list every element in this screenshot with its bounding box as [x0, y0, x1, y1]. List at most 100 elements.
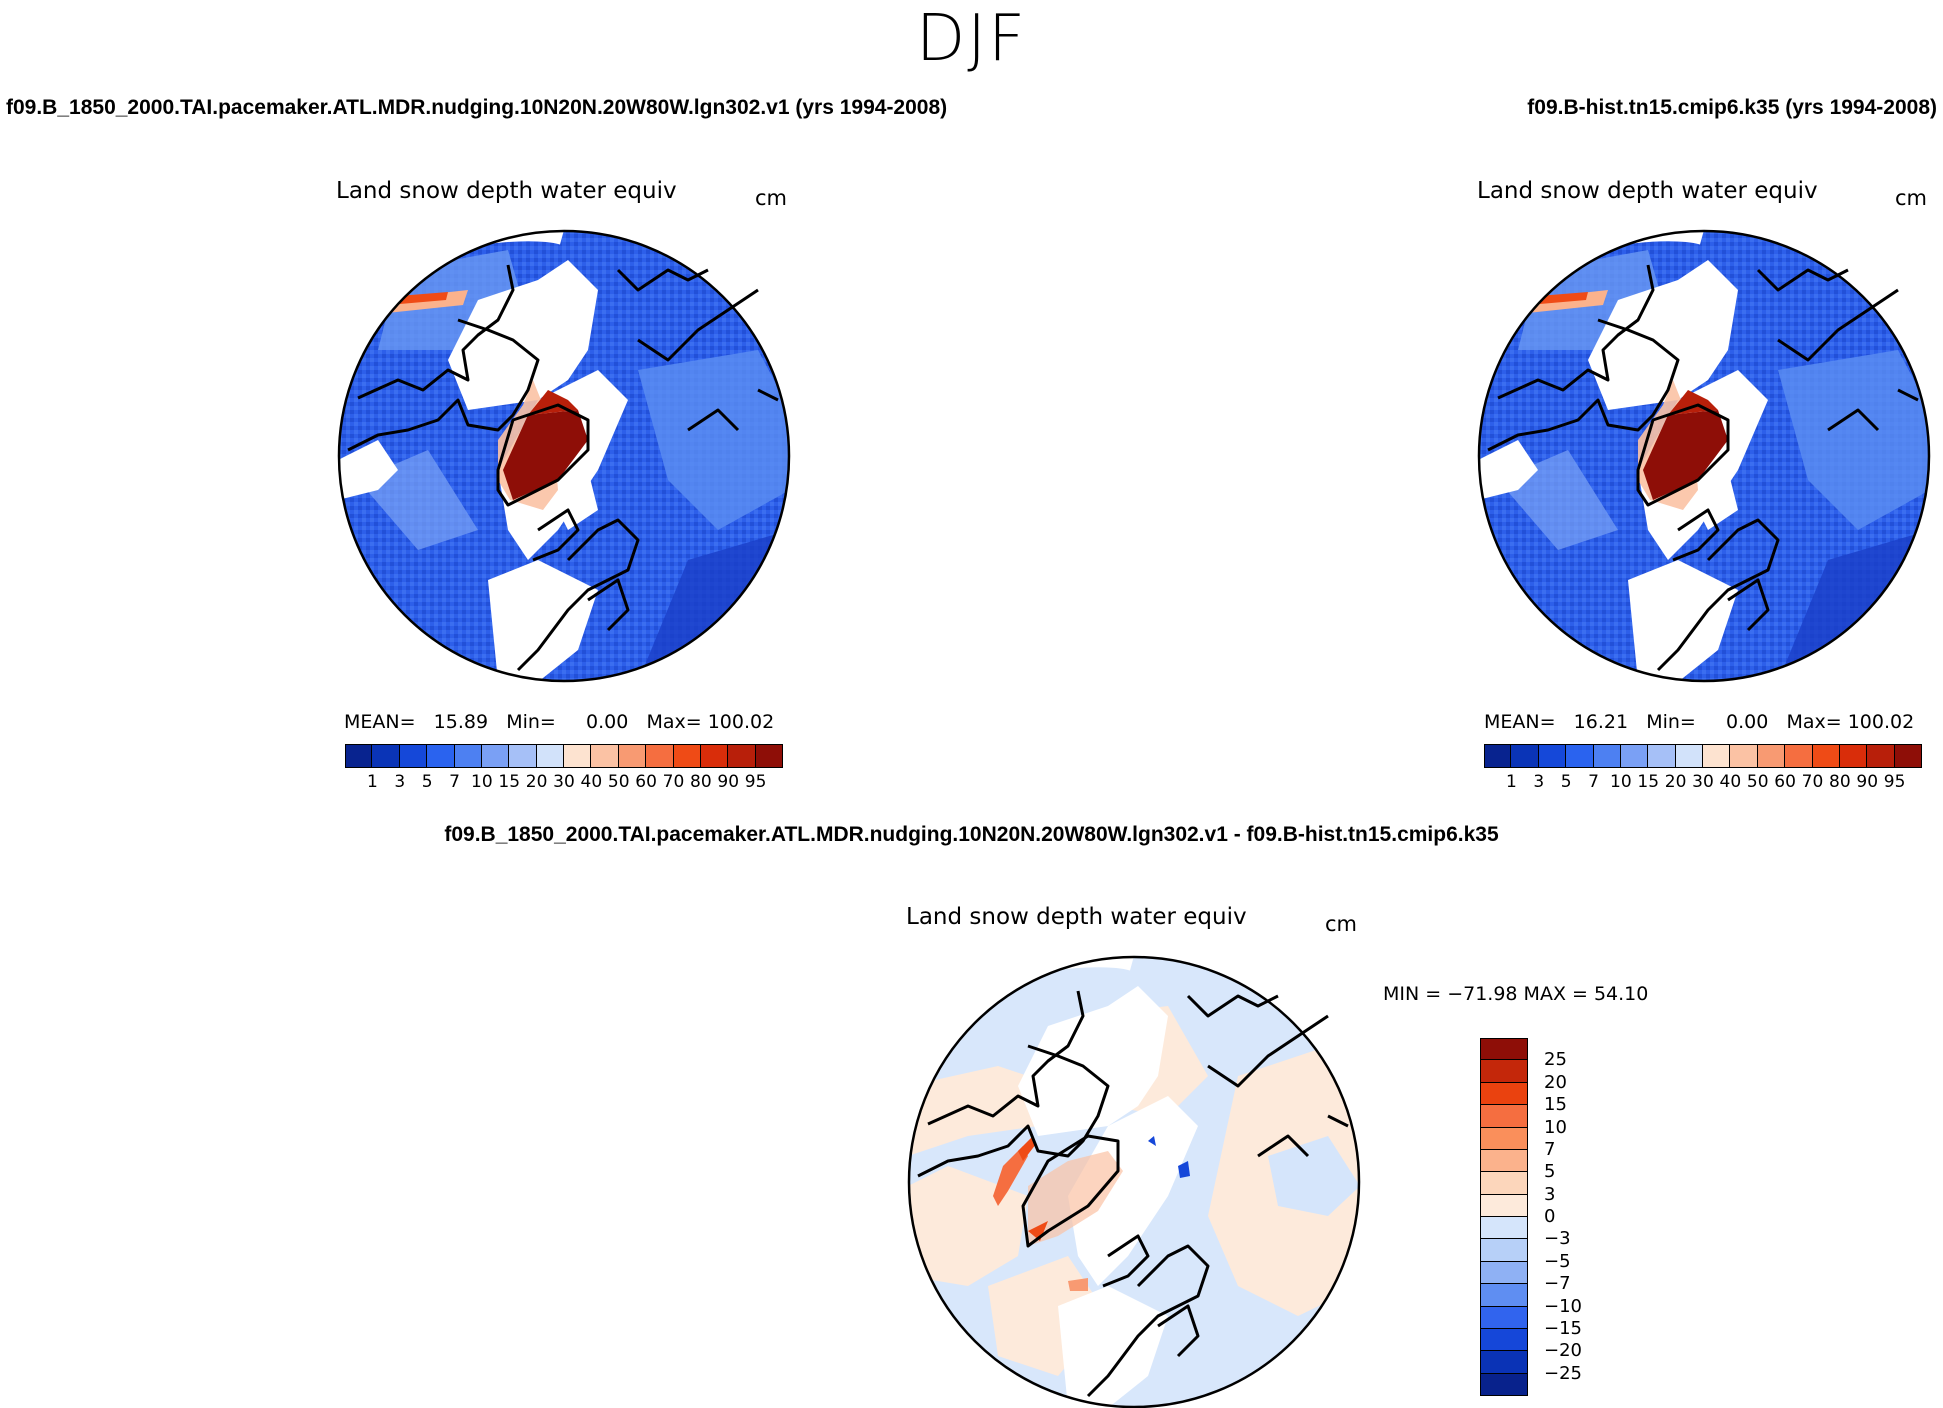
colorbar-swatch [564, 744, 592, 768]
colorbar-swatch [591, 744, 619, 768]
colorbar-swatch [618, 744, 647, 768]
diff-run-title: f09.B_1850_2000.TAI.pacemaker.ATL.MDR.nu… [444, 823, 1499, 846]
colorbar-tick-label: 7 [1588, 772, 1599, 792]
min-label: Min= [1646, 711, 1696, 733]
colorbar-tick-label: 5 [1544, 1161, 1556, 1183]
colorbar-tick-label: 15 [1544, 1094, 1567, 1116]
colorbar-swatch [646, 744, 674, 768]
colorbar-swatch [1839, 744, 1868, 768]
right-plot-title: Land snow depth water equiv [1477, 178, 1818, 204]
colorbar-swatch [1480, 1060, 1528, 1083]
colorbar-tick-label: −20 [1544, 1340, 1582, 1362]
colorbar-tick-label: 10 [1610, 772, 1632, 792]
colorbar-tick-label: 3 [1544, 1183, 1556, 1205]
colorbar-swatch [1480, 1306, 1528, 1329]
right-polar-map [1477, 229, 1931, 683]
right-colorbar [1484, 744, 1922, 768]
colorbar-tick-label: −10 [1544, 1295, 1582, 1317]
coastlines [347, 264, 779, 672]
colorbar-tick-label: 30 [553, 772, 575, 792]
colorbar-tick-label: 70 [662, 772, 685, 792]
colorbar-swatch [1480, 1261, 1528, 1285]
colorbar-tick-label: 5 [421, 772, 433, 792]
mean-value: 15.89 [433, 711, 489, 733]
colorbar-swatch [1620, 744, 1649, 768]
right-units: cm [1895, 186, 1928, 210]
left-run-title: f09.B_1850_2000.TAI.pacemaker.ATL.MDR.nu… [6, 96, 948, 119]
left-colorbar-labels: 1 3 5 7 10 15 20 30 40 50 60 70 80 90 95 [345, 772, 783, 794]
colorbar-tick-label: 5 [1560, 772, 1572, 792]
colorbar-tick-label: 7 [1544, 1138, 1556, 1160]
colorbar-tick-label: 90 [1856, 772, 1879, 792]
colorbar-swatch [427, 744, 455, 768]
arctic-ocean [1588, 260, 1738, 410]
colorbar-tick-label: 95 [744, 772, 767, 792]
colorbar-swatch [399, 744, 428, 768]
colorbar-swatch [700, 744, 729, 768]
map-border [337, 229, 791, 683]
colorbar-tick-label: 15 [1637, 772, 1660, 792]
colorbar-swatch [345, 744, 373, 768]
colorbar-swatch [481, 744, 510, 768]
colorbar-swatch [1538, 744, 1567, 768]
colorbar-tick-label: 10 [1544, 1116, 1567, 1138]
diff-plot-title: Land snow depth water equiv [906, 904, 1247, 930]
colorbar-swatch [1480, 1194, 1528, 1217]
colorbar-swatch [1480, 1217, 1528, 1240]
right-colorbar-labels: 1 3 5 7 10 15 20 30 40 50 60 70 80 90 95 [1484, 772, 1922, 794]
colorbar-tick-label: 50 [607, 772, 630, 792]
colorbar-swatch [1894, 744, 1922, 768]
colorbar-swatch [536, 744, 564, 768]
colorbar-tick-label: 40 [1719, 772, 1742, 792]
colorbar-swatch [673, 744, 701, 768]
coastlines [1487, 264, 1919, 672]
colorbar-swatch [1867, 744, 1895, 768]
colorbar-swatch [1812, 744, 1840, 768]
colorbar-tick-label: 50 [1746, 772, 1769, 792]
colorbar-tick-label: −7 [1544, 1273, 1571, 1295]
colorbar-tick-label: 20 [525, 772, 548, 792]
colorbar-tick-label: −5 [1544, 1250, 1571, 1272]
min-value: 0.00 [1726, 711, 1769, 733]
colorbar-swatch [755, 744, 783, 768]
diff-units: cm [1325, 912, 1358, 936]
colorbar-swatch [1480, 1351, 1528, 1374]
right-stats: MEAN= 16.21 Min= 0.00 Max= 100.02 [1484, 711, 1914, 733]
colorbar-swatch [1480, 1082, 1528, 1106]
colorbar-swatch [1480, 1373, 1528, 1396]
min-value: 0.00 [586, 711, 629, 733]
mean-label: MEAN= [1484, 711, 1556, 733]
colorbar-swatch [1480, 1239, 1528, 1262]
colorbar-swatch [1480, 1038, 1528, 1061]
colorbar-swatch [1480, 1172, 1528, 1195]
colorbar-tick-label: 7 [449, 772, 460, 792]
colorbar-tick-label: 20 [1544, 1071, 1567, 1093]
colorbar-tick-label: 80 [690, 772, 712, 792]
colorbar-tick-label: 1 [1505, 772, 1517, 792]
greenland-max [503, 410, 588, 500]
colorbar-swatch [1785, 744, 1813, 768]
colorbar-tick-label: 95 [1883, 772, 1906, 792]
colorbar-swatch [509, 744, 537, 768]
season-title: DJF [916, 2, 1027, 76]
left-stats: MEAN= 15.89 Min= 0.00 Max= 100.02 [344, 711, 774, 733]
colorbar-tick-label: 1 [366, 772, 378, 792]
colorbar-swatch [1480, 1105, 1528, 1128]
max-label: Max= [1786, 711, 1842, 733]
colorbar-swatch [372, 744, 400, 768]
colorbar-swatch [728, 744, 756, 768]
max-label: Max= [646, 711, 702, 733]
colorbar-tick-label: 25 [1544, 1049, 1567, 1071]
colorbar-tick-label: 90 [717, 772, 740, 792]
max-value: 100.02 [707, 711, 775, 733]
colorbar-tick-label: 60 [635, 772, 657, 792]
colorbar-swatch [1480, 1328, 1528, 1352]
colorbar-tick-label: 15 [498, 772, 521, 792]
colorbar-swatch [1480, 1284, 1528, 1307]
map-border [1477, 229, 1931, 683]
coastlines [917, 990, 1349, 1398]
arctic-ocean [448, 260, 598, 410]
diff-minmax: MIN = −71.98 MAX = 54.10 [1383, 983, 1649, 1005]
colorbar-tick-label: 80 [1829, 772, 1851, 792]
diff-max-region [993, 1146, 1028, 1206]
